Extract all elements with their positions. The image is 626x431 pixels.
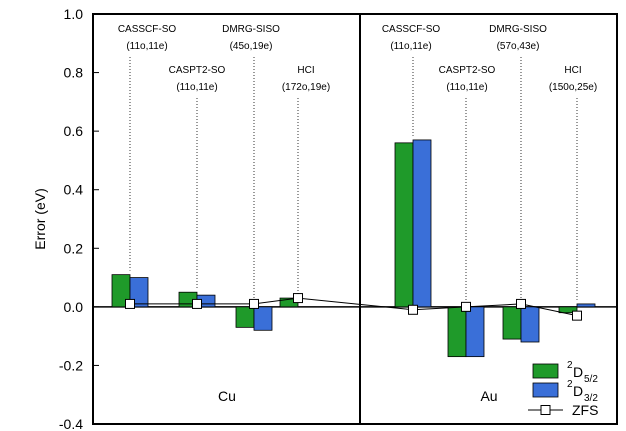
bar-cu-dmrg-siso-d32 bbox=[253, 306, 273, 331]
active-space-label: (45o,19e) bbox=[230, 41, 273, 52]
legend-sup-d32: 2 bbox=[567, 379, 573, 390]
zfs-marker-cu-caspt2-so bbox=[192, 298, 202, 309]
method-name-label: HCI bbox=[564, 65, 581, 76]
plot-frame-cu bbox=[92, 13, 361, 425]
legend-zfs-marker bbox=[540, 405, 551, 415]
y-tick-label: 0.4 bbox=[64, 182, 84, 198]
method-name-label: HCI bbox=[297, 65, 314, 76]
legend-sup-d52: 2 bbox=[567, 360, 573, 371]
legend-base-d52: D bbox=[573, 364, 583, 380]
active-space-label: (11o,11e) bbox=[126, 41, 167, 52]
y-tick-label: 1.0 bbox=[64, 6, 84, 22]
zfs-marker-au-casscf-so bbox=[408, 304, 418, 315]
y-tick-label: 0.0 bbox=[64, 299, 84, 315]
legend-swatch-d52 bbox=[532, 363, 559, 379]
bar-au-casscf-so-d32 bbox=[412, 139, 432, 308]
bar-cu-dmrg-siso-d52 bbox=[235, 306, 255, 328]
active-space-label: (172o,19e) bbox=[282, 82, 330, 93]
legend-swatch-d32 bbox=[532, 382, 559, 398]
y-tick-label: 0.8 bbox=[64, 65, 84, 81]
panel-label-au: Au bbox=[480, 388, 497, 404]
bar-au-hci-d32 bbox=[576, 303, 596, 308]
bar-au-casscf-so-d52 bbox=[394, 142, 414, 308]
method-name-label: CASSCF-SO bbox=[118, 24, 177, 35]
active-space-label: (150o,25e) bbox=[549, 82, 597, 93]
legend-base-d32: D bbox=[573, 383, 583, 399]
y-tick-label: -0.2 bbox=[59, 357, 83, 373]
bar-au-dmrg-siso-d52 bbox=[502, 306, 522, 340]
y-tick-label: -0.4 bbox=[59, 416, 83, 431]
legend-sub-d52: 5/2 bbox=[584, 374, 598, 385]
plot-frame-au bbox=[359, 13, 618, 425]
legend-zfs-label: ZFS bbox=[572, 402, 598, 418]
zfs-marker-au-dmrg-siso bbox=[516, 298, 526, 309]
panel-label-cu: Cu bbox=[218, 388, 236, 404]
zfs-series-line bbox=[130, 297, 578, 317]
active-space-label: (57o,43e) bbox=[497, 41, 540, 52]
bar-au-caspt2-so-d52 bbox=[447, 306, 467, 358]
method-name-label: DMRG-SISO bbox=[489, 24, 547, 35]
bar-au-hci-d52 bbox=[558, 306, 578, 314]
method-name-label: DMRG-SISO bbox=[222, 24, 280, 35]
zfs-marker-cu-dmrg-siso bbox=[249, 298, 259, 309]
active-space-label: (11o,11e) bbox=[176, 82, 217, 93]
method-name-label: CASSCF-SO bbox=[382, 24, 441, 35]
zfs-marker-au-hci bbox=[572, 310, 582, 321]
zfs-marker-cu-casscf-so bbox=[125, 298, 135, 309]
active-space-label: (11o,11e) bbox=[446, 82, 487, 93]
zfs-marker-cu-hci bbox=[293, 293, 303, 304]
bar-au-caspt2-so-d32 bbox=[465, 306, 485, 358]
method-name-label: CASPT2-SO bbox=[169, 65, 226, 76]
y-tick-label: 0.6 bbox=[64, 123, 84, 139]
legend-sub-d32: 3/2 bbox=[584, 393, 598, 404]
active-space-label: (11o,11e) bbox=[390, 41, 431, 52]
zfs-marker-au-caspt2-so bbox=[461, 301, 471, 312]
method-name-label: CASPT2-SO bbox=[439, 65, 496, 76]
bar-au-dmrg-siso-d32 bbox=[520, 306, 540, 343]
y-tick-label: 0.2 bbox=[64, 240, 84, 256]
y-axis-label: Error (eV) bbox=[32, 188, 48, 249]
